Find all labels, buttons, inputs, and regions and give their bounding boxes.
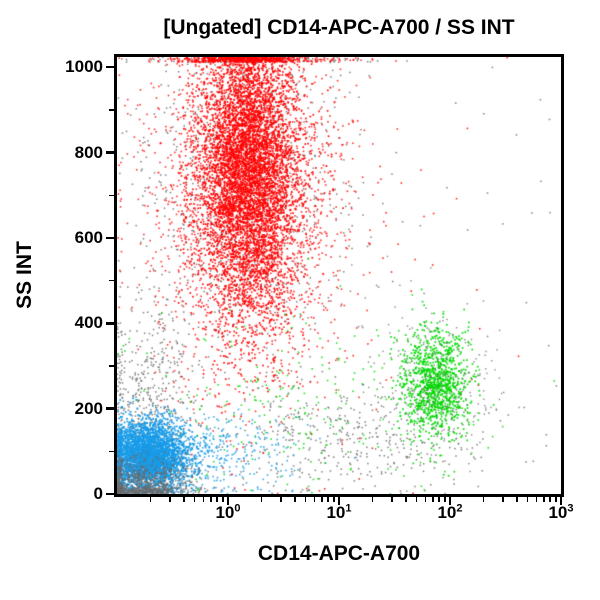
y-tick-label: 800 <box>74 142 103 162</box>
x-minor-tick <box>169 497 171 502</box>
y-major-tick <box>106 322 114 325</box>
x-minor-tick <box>149 497 152 502</box>
x-major-tick <box>337 497 341 505</box>
x-minor-tick <box>202 497 205 502</box>
y-minor-tick <box>109 365 114 367</box>
y-major-tick <box>106 65 114 69</box>
x-tick-label: 103 <box>548 502 574 522</box>
y-minor-tick <box>109 279 114 282</box>
x-major-tick <box>226 497 230 505</box>
x-axis-label: CD14-APC-A700 <box>257 542 421 565</box>
scatter-points-canvas <box>117 57 561 494</box>
x-minor-tick <box>438 497 440 502</box>
x-minor-tick <box>526 497 529 502</box>
x-minor-tick <box>333 497 335 502</box>
x-minor-tick <box>183 497 185 502</box>
x-minor-tick <box>424 497 427 502</box>
x-minor-tick <box>304 497 307 502</box>
x-minor-tick <box>482 497 485 502</box>
y-tick-label: 600 <box>74 227 103 247</box>
x-minor-tick <box>371 497 374 502</box>
x-minor-tick <box>222 497 224 502</box>
x-minor-tick <box>535 497 538 502</box>
x-minor-tick <box>405 497 407 502</box>
y-minor-tick <box>109 194 114 197</box>
x-tick-label: 100 <box>215 502 241 522</box>
y-minor-tick <box>109 450 114 453</box>
plot-area <box>114 54 564 497</box>
y-major-tick <box>106 492 114 496</box>
x-minor-tick <box>216 497 218 502</box>
y-tick-label: 400 <box>74 313 103 333</box>
x-minor-tick <box>391 497 393 502</box>
x-minor-tick <box>543 497 545 502</box>
y-major-tick <box>106 407 114 410</box>
chart-title: [Ungated] CD14-APC-A700 / SS INT <box>163 16 515 39</box>
y-major-tick <box>106 236 114 240</box>
y-minor-tick <box>109 109 114 111</box>
x-minor-tick <box>321 497 323 502</box>
x-minor-tick <box>193 497 196 502</box>
x-minor-tick <box>432 497 434 502</box>
x-minor-tick <box>327 497 329 502</box>
x-minor-tick <box>555 497 557 502</box>
x-minor-tick <box>260 497 263 502</box>
x-minor-tick <box>210 497 212 502</box>
y-tick-label: 0 <box>93 484 103 503</box>
y-tick-label: 200 <box>74 398 103 418</box>
x-minor-tick <box>415 497 418 502</box>
x-major-tick <box>559 497 563 505</box>
x-minor-tick <box>516 497 518 502</box>
x-minor-tick <box>444 497 446 502</box>
x-minor-tick <box>502 497 504 502</box>
x-minor-tick <box>280 497 282 502</box>
x-tick-label: 102 <box>437 502 463 522</box>
x-minor-tick <box>294 497 296 502</box>
x-tick-label: 101 <box>326 502 352 522</box>
x-minor-tick <box>313 497 316 502</box>
y-tick-label: 1000 <box>65 57 103 77</box>
x-minor-tick <box>549 497 551 502</box>
y-major-tick <box>106 151 114 154</box>
x-major-tick <box>448 497 452 505</box>
